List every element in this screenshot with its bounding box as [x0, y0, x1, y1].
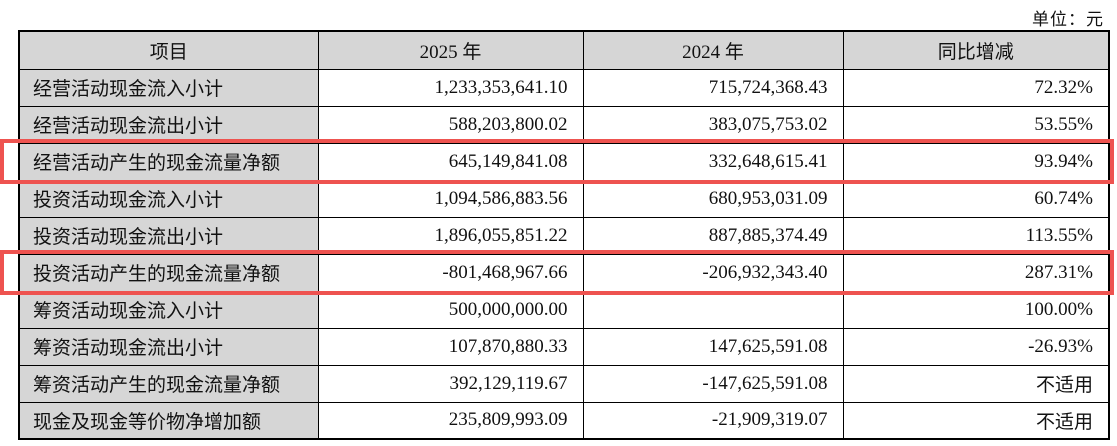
table-body: 经营活动现金流入小计 1,233,353,641.10 715,724,368.…	[18, 68, 1110, 440]
table-row: 现金及现金等价物净增加额 235,809,993.09 -21,909,319.…	[18, 401, 1110, 440]
value-2025-cell: 1,233,353,641.10	[317, 68, 584, 107]
change-cell: 不适用	[842, 401, 1110, 440]
table-row: 筹资活动现金流入小计 500,000,000.00 100.00%	[18, 290, 1110, 329]
value-2024-cell: 715,724,368.43	[582, 68, 844, 107]
table-row: 投资活动现金流出小计 1,896,055,851.22 887,885,374.…	[18, 216, 1110, 255]
table-row: 投资活动现金流入小计 1,094,586,883.56 680,953,031.…	[18, 179, 1110, 218]
change-cell: 72.32%	[842, 68, 1110, 107]
column-header-item: 项目	[18, 30, 319, 70]
table-row: 经营活动现金流入小计 1,233,353,641.10 715,724,368.…	[18, 68, 1110, 107]
table-header: 项目 2025 年 2024 年 同比增减	[18, 30, 1110, 70]
value-2024-cell: 383,075,753.02	[582, 105, 844, 144]
table-row: 经营活动产生的现金流量净额 645,149,841.08 332,648,615…	[18, 142, 1110, 181]
change-cell: 100.00%	[842, 290, 1110, 329]
table-row: 筹资活动产生的现金流量净额 392,129,119.67 -147,625,59…	[18, 364, 1110, 403]
value-2025-cell: 1,094,586,883.56	[317, 179, 584, 218]
table-header-row: 项目 2025 年 2024 年 同比增减	[18, 30, 1110, 70]
item-cell: 筹资活动产生的现金流量净额	[18, 364, 319, 403]
change-cell: 53.55%	[842, 105, 1110, 144]
value-2024-cell: -206,932,343.40	[582, 253, 844, 292]
item-cell: 筹资活动现金流出小计	[18, 327, 319, 366]
item-cell: 经营活动现金流入小计	[18, 68, 319, 107]
table-row: 投资活动产生的现金流量净额 -801,468,967.66 -206,932,3…	[18, 253, 1110, 292]
value-2024-cell	[582, 290, 844, 329]
value-2024-cell: -147,625,591.08	[582, 364, 844, 403]
change-cell: 93.94%	[842, 142, 1110, 181]
unit-label: 单位：元	[1032, 10, 1104, 29]
value-2025-cell: -801,468,967.66	[317, 253, 584, 292]
change-cell: -26.93%	[842, 327, 1110, 366]
value-2024-cell: 680,953,031.09	[582, 179, 844, 218]
item-cell: 投资活动现金流入小计	[18, 179, 319, 218]
column-header-2024: 2024 年	[582, 30, 844, 70]
value-2025-cell: 107,870,880.33	[317, 327, 584, 366]
cash-flow-table-wrap: 项目 2025 年 2024 年 同比增减 经营活动现金流入小计 1,233,3…	[18, 30, 1110, 440]
item-cell: 经营活动现金流出小计	[18, 105, 319, 144]
value-2025-cell: 588,203,800.02	[317, 105, 584, 144]
change-cell: 113.55%	[842, 216, 1110, 255]
value-2024-cell: 332,648,615.41	[582, 142, 844, 181]
item-cell: 经营活动产生的现金流量净额	[18, 142, 319, 181]
value-2024-cell: 887,885,374.49	[582, 216, 844, 255]
cash-flow-table: 项目 2025 年 2024 年 同比增减 经营活动现金流入小计 1,233,3…	[18, 30, 1110, 440]
value-2025-cell: 645,149,841.08	[317, 142, 584, 181]
value-2025-cell: 392,129,119.67	[317, 364, 584, 403]
value-2024-cell: 147,625,591.08	[582, 327, 844, 366]
column-header-change: 同比增减	[842, 30, 1110, 70]
table-row: 筹资活动现金流出小计 107,870,880.33 147,625,591.08…	[18, 327, 1110, 366]
item-cell: 投资活动现金流出小计	[18, 216, 319, 255]
value-2024-cell: -21,909,319.07	[582, 401, 844, 440]
value-2025-cell: 235,809,993.09	[317, 401, 584, 440]
item-cell: 现金及现金等价物净增加额	[18, 401, 319, 440]
change-cell: 不适用	[842, 364, 1110, 403]
column-header-2025: 2025 年	[317, 30, 584, 70]
value-2025-cell: 500,000,000.00	[317, 290, 584, 329]
change-cell: 287.31%	[842, 253, 1110, 292]
change-cell: 60.74%	[842, 179, 1110, 218]
value-2025-cell: 1,896,055,851.22	[317, 216, 584, 255]
table-row: 经营活动现金流出小计 588,203,800.02 383,075,753.02…	[18, 105, 1110, 144]
item-cell: 筹资活动现金流入小计	[18, 290, 319, 329]
item-cell: 投资活动产生的现金流量净额	[18, 253, 319, 292]
